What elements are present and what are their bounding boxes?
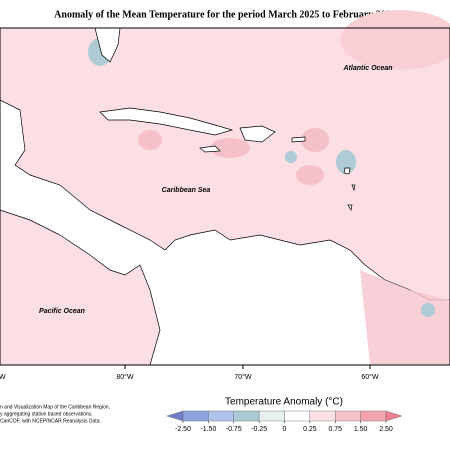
puerto-rico bbox=[291, 136, 306, 143]
colorbar-end bbox=[385, 410, 403, 422]
hispaniola bbox=[239, 125, 276, 143]
colorbar-segment bbox=[258, 410, 285, 422]
map-area: Atlantic Ocean Caribbean Sea Pacific Oce… bbox=[0, 10, 450, 366]
ocean-label: Pacific Ocean bbox=[39, 308, 85, 315]
colorbar-label: 0.75 bbox=[328, 426, 342, 433]
sea-label: Caribbean Sea bbox=[162, 187, 211, 194]
footnote-line: n and Visualization Map of the Caribbean… bbox=[0, 404, 110, 410]
footnote-line: CariCOF, with NCEP/NCAR Reanalysis Data. bbox=[0, 418, 101, 424]
colorbar-segment bbox=[309, 410, 336, 422]
longitude-label: 60°W bbox=[361, 373, 379, 381]
colorbar-label: -1.50 bbox=[200, 426, 216, 433]
map-frame bbox=[0, 27, 450, 366]
colorbar: -2.50 -1.50 -0.75 -0.25 0 0.25 0.75 1.50 2.50 bbox=[166, 410, 403, 433]
longitude-label: 90°W bbox=[0, 373, 6, 381]
longitude-axis: 90°W 80°W 70°W 60°W bbox=[0, 365, 379, 381]
colorbar-end bbox=[166, 410, 184, 422]
footnote: n and Visualization Map of the Caribbean… bbox=[0, 404, 110, 424]
anomaly-blob bbox=[421, 303, 435, 317]
lesser-antilles bbox=[343, 167, 356, 211]
land-anomaly bbox=[360, 270, 450, 365]
colorbar-label: -0.25 bbox=[251, 426, 267, 433]
legend-title: Temperature Anomaly (°C) bbox=[225, 397, 343, 408]
colorbar-label: 0.25 bbox=[303, 426, 317, 433]
colorbar-segment bbox=[335, 410, 361, 422]
footnote-line: y aggregating station based observations… bbox=[0, 411, 93, 417]
anomaly-blob bbox=[336, 150, 356, 174]
colorbar-label: 0 bbox=[283, 426, 287, 433]
colorbar-label: 2.50 bbox=[379, 426, 393, 433]
jamaica bbox=[199, 145, 221, 153]
anomaly-blob bbox=[301, 128, 329, 152]
anomaly-blob bbox=[138, 130, 162, 150]
colorbar-label: 1.50 bbox=[354, 426, 368, 433]
colorbar-segment bbox=[284, 410, 311, 422]
colorbar-segment bbox=[182, 410, 209, 422]
mainland bbox=[0, 99, 450, 366]
colorbar-segment bbox=[233, 410, 260, 422]
anomaly-blob bbox=[285, 151, 297, 163]
colorbar-segment bbox=[360, 410, 387, 422]
anomaly-blob bbox=[340, 10, 450, 70]
map-title: Anomaly of the Mean Temperature for the … bbox=[54, 9, 396, 20]
anomaly-blob bbox=[296, 165, 324, 185]
colorbar-segment bbox=[208, 410, 234, 422]
longitude-label: 80°W bbox=[116, 373, 134, 381]
longitude-label: 70°W bbox=[234, 373, 252, 381]
cuba bbox=[99, 107, 234, 136]
colorbar-label: -2.50 bbox=[175, 426, 191, 433]
ocean-label: Atlantic Ocean bbox=[342, 65, 392, 72]
anomaly-blob bbox=[210, 138, 250, 158]
colorbar-label: -0.75 bbox=[226, 426, 242, 433]
